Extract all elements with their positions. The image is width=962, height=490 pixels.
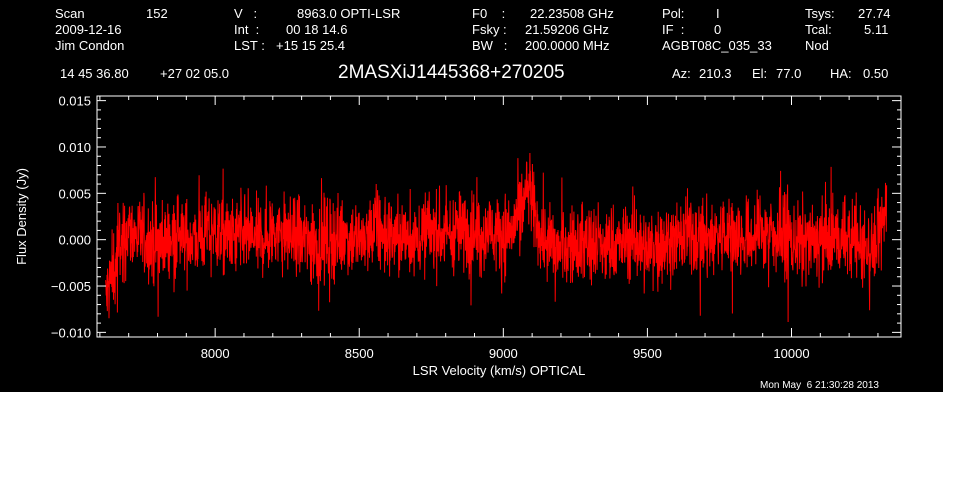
spectrum-chart: 8000 8500 9000 9500 10000 −0.010 −0.005 0.000 0.…	[14, 94, 902, 378]
elevation-value: 77.0	[776, 66, 802, 81]
plot-timestamp: Mon May 6 21:30:28 2013	[760, 380, 879, 391]
pol-value: I	[716, 6, 720, 21]
velocity-label: V :	[234, 6, 258, 21]
plot-frame	[96, 95, 902, 338]
plot-panel: Scan 152 V : 8963.0 OPTI-LSR F0 : 22.235…	[0, 0, 943, 392]
bandwidth-value: 200.0000 MHz	[525, 38, 610, 53]
f0-label: F0 :	[472, 6, 506, 21]
hour-angle-value: 0.50	[863, 66, 889, 81]
velocity-value: 8963.0 OPTI-LSR	[297, 6, 401, 21]
x-axis-title: LSR Velocity (km/s) OPTICAL	[413, 363, 586, 378]
y-axis-title: Flux Density (Jy)	[14, 168, 29, 265]
azimuth-label: Az:	[672, 66, 691, 81]
declination: +27 02 05.0	[160, 66, 230, 81]
scan-label: Scan	[55, 6, 85, 21]
hour-angle-label: HA:	[830, 66, 852, 81]
x-tick-label: 8000	[201, 346, 230, 361]
pol-label: Pol:	[662, 6, 685, 21]
bandwidth-label: BW :	[472, 38, 508, 53]
tsys-value: 27.74	[858, 6, 891, 21]
fsky-value: 21.59206 GHz	[525, 22, 609, 37]
spectrum-series-line	[105, 152, 888, 323]
y-tick-label: −0.010	[51, 325, 91, 340]
observer-name: Jim Condon	[55, 38, 125, 53]
tcal-label: Tcal:	[805, 22, 832, 37]
x-tick-label: 10000	[773, 346, 809, 361]
y-tick-label: 0.015	[58, 94, 91, 109]
integration-label: Int :	[234, 22, 260, 37]
if-value: 0	[714, 22, 722, 37]
if-label: IF :	[662, 22, 685, 37]
lst-value: +15 15 25.4	[276, 38, 346, 53]
project-id: AGBT08C_035_33	[662, 38, 772, 53]
fsky-label: Fsky :	[472, 22, 507, 37]
scan-value: 152	[146, 6, 168, 21]
tsys-label: Tsys:	[805, 6, 835, 21]
source-name: 2MASXiJ1445368+270205	[338, 62, 565, 83]
elevation-label: El:	[752, 66, 768, 81]
observing-mode: Nod	[805, 38, 829, 53]
x-tick-label: 9000	[489, 346, 518, 361]
integration-value: 00 18 14.6	[286, 22, 348, 37]
x-tick-label: 8500	[345, 346, 374, 361]
lst-label: LST :	[234, 38, 265, 53]
x-tick-label: 9500	[633, 346, 662, 361]
right-ascension: 14 45 36.80	[60, 66, 129, 81]
y-tick-label: 0.000	[58, 233, 91, 248]
y-tick-label: 0.010	[58, 140, 91, 155]
y-tick-label: 0.005	[58, 186, 91, 201]
observation-date: 2009-12-16	[55, 22, 122, 37]
tcal-value: 5.11	[864, 22, 889, 37]
f0-value: 22.23508 GHz	[530, 6, 614, 21]
y-tick-label: −0.005	[51, 279, 91, 294]
azimuth-value: 210.3	[699, 66, 732, 81]
